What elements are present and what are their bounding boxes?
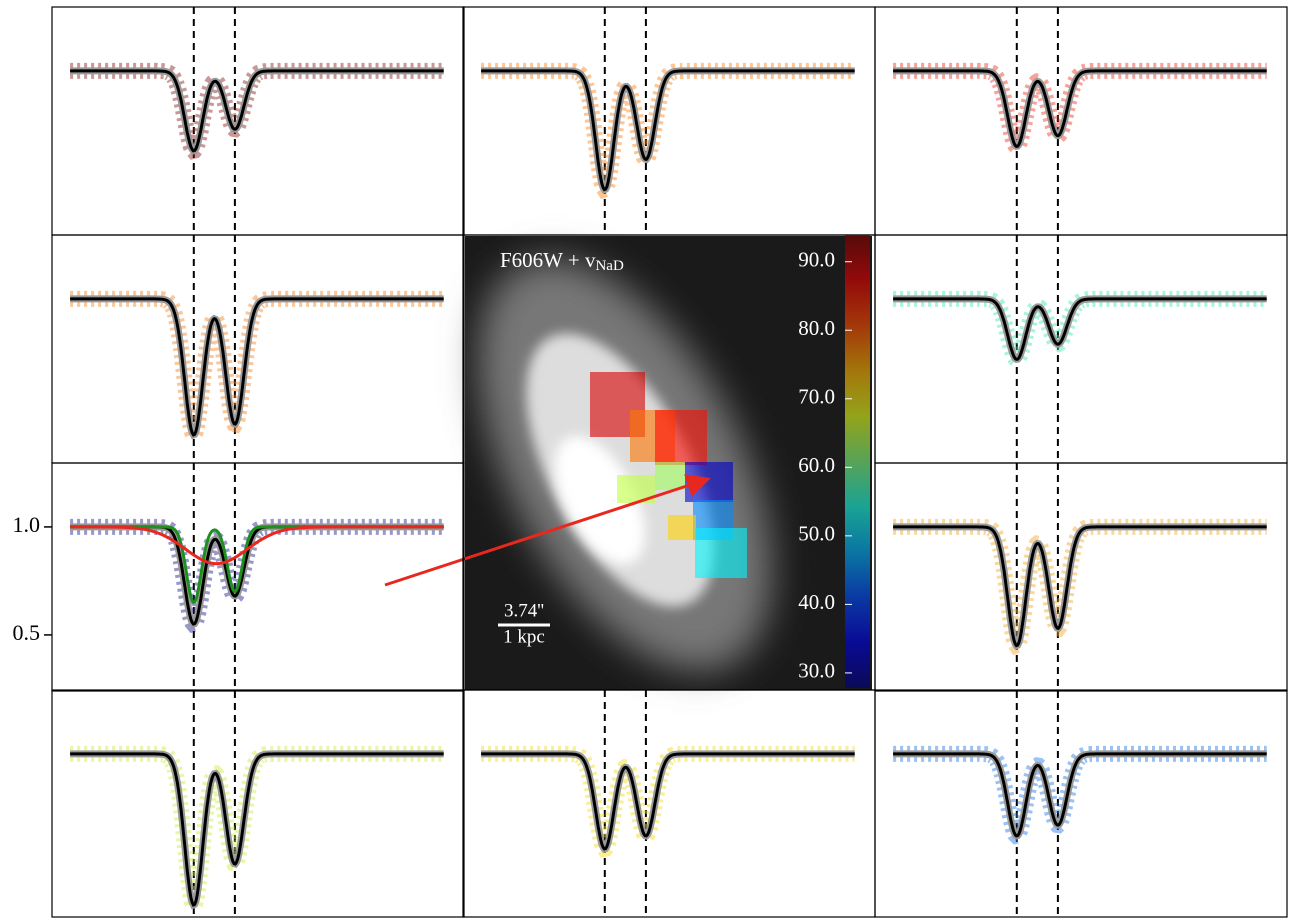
spaxel bbox=[655, 410, 707, 465]
image-label-sub: NaD bbox=[595, 258, 623, 274]
colorbar-label: 60.0 bbox=[798, 453, 835, 477]
component-curve bbox=[70, 525, 444, 566]
colorbar-label: 40.0 bbox=[798, 590, 835, 614]
colorbar-label: 90.0 bbox=[798, 248, 835, 272]
fit-curve bbox=[893, 525, 1267, 648]
data-scatter-band bbox=[893, 518, 1267, 656]
data-scatter-band bbox=[70, 62, 444, 160]
spaxel bbox=[655, 462, 685, 490]
galaxy-image bbox=[465, 236, 872, 690]
panel-frame bbox=[874, 462, 1288, 692]
data-scatter-band bbox=[893, 745, 1267, 845]
spaxel bbox=[695, 528, 747, 578]
component-curve bbox=[70, 525, 444, 605]
colorbar-label: 80.0 bbox=[798, 316, 835, 340]
fit-uncertainty bbox=[893, 750, 1267, 840]
data-scatter-band bbox=[893, 62, 1267, 155]
fit-curve bbox=[70, 69, 444, 153]
scale-bar-label: 3.74'' bbox=[504, 600, 544, 621]
data-scatter-band bbox=[70, 745, 444, 916]
panel-frame bbox=[51, 234, 465, 464]
fit-curve bbox=[481, 69, 855, 192]
fit-curve bbox=[893, 297, 1267, 361]
fit-curve bbox=[893, 69, 1267, 148]
colorbar bbox=[845, 235, 870, 688]
panel-frame bbox=[874, 234, 1288, 464]
data-scatter-band bbox=[70, 290, 444, 446]
galaxy-core bbox=[554, 436, 646, 564]
y-tick-label: 1.0 bbox=[13, 512, 41, 537]
fit-uncertainty bbox=[70, 295, 444, 440]
colorbar-label: 30.0 bbox=[798, 659, 835, 683]
panel-frame bbox=[51, 6, 465, 236]
image-label: F606W + vNaD bbox=[500, 248, 624, 275]
y-tick-label: 0.5 bbox=[13, 620, 41, 645]
colorbar-label: 70.0 bbox=[798, 385, 835, 409]
spaxel bbox=[685, 462, 733, 502]
pointer-arrow bbox=[384, 474, 711, 587]
fit-uncertainty bbox=[70, 67, 444, 155]
image-frame bbox=[462, 234, 876, 691]
image-label-main: F606W + v bbox=[500, 248, 596, 272]
fit-curve bbox=[481, 752, 855, 851]
panel-frame bbox=[462, 689, 876, 918]
fit-curve bbox=[70, 297, 444, 437]
panel-frame bbox=[51, 462, 465, 692]
fit-curve bbox=[893, 752, 1267, 838]
scale-bar-unit: 1 kpc bbox=[503, 626, 545, 647]
data-scatter-band bbox=[481, 745, 855, 858]
panel-frame bbox=[874, 6, 1288, 236]
colorbar-label: 50.0 bbox=[798, 522, 835, 546]
panel-frame bbox=[51, 689, 465, 918]
panel-frame bbox=[462, 6, 876, 236]
panel-frame bbox=[874, 689, 1288, 918]
data-scatter-band bbox=[893, 290, 1267, 368]
fit-uncertainty bbox=[893, 523, 1267, 650]
spaxel bbox=[668, 515, 696, 540]
fit-curve bbox=[70, 752, 444, 907]
data-scatter-band bbox=[481, 62, 855, 200]
